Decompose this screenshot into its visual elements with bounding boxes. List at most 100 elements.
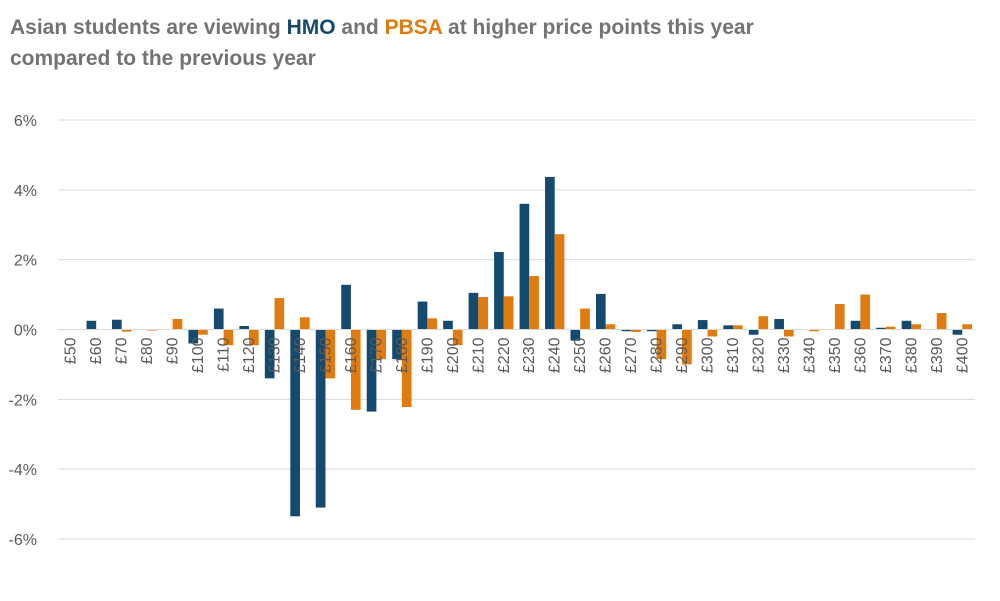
bars — [86, 176, 972, 517]
x-tick-label: £210 — [470, 337, 487, 373]
bar-pbsa-24 — [682, 329, 692, 365]
title-part2: and — [335, 16, 385, 39]
y-tick-label: 0% — [14, 323, 37, 340]
bar-pbsa-33 — [911, 324, 921, 330]
x-axis-ticks: £50 £60 £70 £80 £90 £100 £110 £120 £130 £140 £150 £… — [63, 337, 972, 373]
x-tick-label: £280 — [649, 337, 666, 373]
bar-pbsa-18 — [529, 276, 539, 330]
bar-hmo-19 — [545, 176, 555, 330]
x-tick-label: £360 — [852, 337, 869, 373]
x-tick-label: £100 — [190, 337, 207, 373]
bar-hmo-31 — [850, 320, 861, 330]
y-tick-label: 6% — [14, 113, 37, 130]
bar-hmo-35 — [952, 329, 963, 335]
bar-pbsa-12 — [376, 329, 387, 360]
bar-hmo-1 — [86, 320, 97, 330]
bar-hmo-2 — [112, 319, 122, 330]
bar-hmo-20 — [570, 329, 581, 341]
bar-pbsa-25 — [707, 329, 718, 337]
bar-pbsa-19 — [554, 234, 565, 330]
bar-pbsa-17 — [503, 296, 514, 330]
bar-pbsa-6 — [223, 329, 234, 346]
bar-pbsa-21 — [605, 324, 616, 330]
bar-hmo-28 — [774, 319, 784, 330]
bar-hmo-21 — [595, 293, 606, 330]
y-tick-label: 2% — [14, 253, 37, 270]
bar-hmo-22 — [621, 329, 632, 332]
x-tick-label: £380 — [903, 337, 920, 373]
bar-pbsa-26 — [733, 325, 743, 330]
bar-pbsa-5 — [198, 329, 208, 335]
title-part1: Asian students are viewing — [10, 16, 287, 39]
x-tick-label: £240 — [547, 337, 564, 373]
bar-pbsa-10 — [325, 329, 336, 379]
y-tick-label: -2% — [9, 392, 37, 409]
bar-pbsa-15 — [452, 329, 463, 346]
x-tick-label: £190 — [419, 337, 436, 373]
x-tick-label: £70 — [114, 337, 131, 364]
x-tick-label: £390 — [929, 337, 946, 373]
bar-pbsa-3 — [147, 329, 157, 331]
bar-pbsa-27 — [758, 316, 769, 330]
x-tick-label: £200 — [445, 337, 462, 373]
x-tick-label: £400 — [954, 337, 971, 373]
x-tick-label: £340 — [801, 337, 818, 373]
bar-pbsa-32 — [885, 326, 896, 330]
bar-hmo-26 — [723, 325, 734, 330]
x-tick-label: £170 — [368, 337, 385, 373]
bar-pbsa-11 — [350, 329, 361, 410]
bar-hmo-9 — [290, 329, 300, 517]
bar-hmo-5 — [188, 329, 199, 344]
bar-pbsa-20 — [580, 308, 590, 330]
x-tick-label: £370 — [878, 337, 895, 373]
y-tick-label: -6% — [9, 532, 37, 549]
y-tick-label: 4% — [14, 183, 37, 200]
chart-title: Asian students are viewing HMO and PBSA … — [10, 12, 850, 74]
bar-hmo-16 — [468, 292, 479, 330]
x-tick-label: £150 — [317, 337, 334, 373]
x-tick-label: £230 — [521, 337, 538, 373]
bar-pbsa-35 — [962, 324, 972, 330]
bar-pbsa-34 — [936, 313, 947, 330]
x-tick-label: £90 — [165, 337, 182, 364]
bar-pbsa-31 — [860, 294, 871, 330]
bar-hmo-10 — [315, 329, 326, 508]
x-tick-label: £270 — [623, 337, 640, 373]
bar-hmo-8 — [264, 329, 275, 379]
bar-pbsa-23 — [656, 329, 667, 360]
bar-hmo-7 — [239, 326, 250, 330]
bar-hmo-25 — [697, 320, 708, 330]
bar-pbsa-7 — [249, 329, 259, 346]
x-tick-label: £350 — [827, 337, 844, 373]
x-tick-label: £50 — [63, 337, 80, 364]
bar-hmo-32 — [876, 327, 886, 330]
x-tick-label: £110 — [216, 337, 233, 372]
x-tick-label: £300 — [700, 337, 717, 373]
bar-hmo-13 — [392, 329, 402, 360]
bar-hmo-24 — [672, 324, 683, 330]
bar-pbsa-29 — [809, 329, 820, 332]
title-pbsa: PBSA — [384, 16, 443, 39]
bar-pbsa-14 — [427, 318, 438, 330]
x-tick-label: £140 — [292, 337, 309, 373]
bar-hmo-12 — [366, 329, 377, 412]
title-part3: at higher price points this year compare… — [10, 16, 754, 70]
x-tick-label: £80 — [139, 337, 156, 364]
bar-hmo-14 — [417, 301, 428, 330]
bar-hmo-18 — [519, 203, 530, 330]
bar-pbsa-4 — [172, 319, 183, 330]
x-tick-label: £260 — [598, 337, 615, 373]
y-axis-ticks: -6% -4% -2% 0% 2% 4% 6% — [9, 113, 37, 549]
bar-hmo-27 — [748, 329, 759, 335]
bar-hmo-23 — [646, 329, 657, 332]
bar-pbsa-9 — [299, 317, 310, 330]
bar-hmo-17 — [494, 251, 504, 330]
title-hmo: HMO — [286, 16, 336, 39]
bar-hmo-33 — [901, 320, 912, 330]
x-tick-label: £290 — [674, 337, 691, 373]
x-tick-label: £60 — [88, 337, 105, 364]
y-tick-label: -4% — [9, 462, 37, 479]
x-tick-label: £330 — [776, 337, 793, 373]
bar-hmo-11 — [341, 284, 351, 330]
